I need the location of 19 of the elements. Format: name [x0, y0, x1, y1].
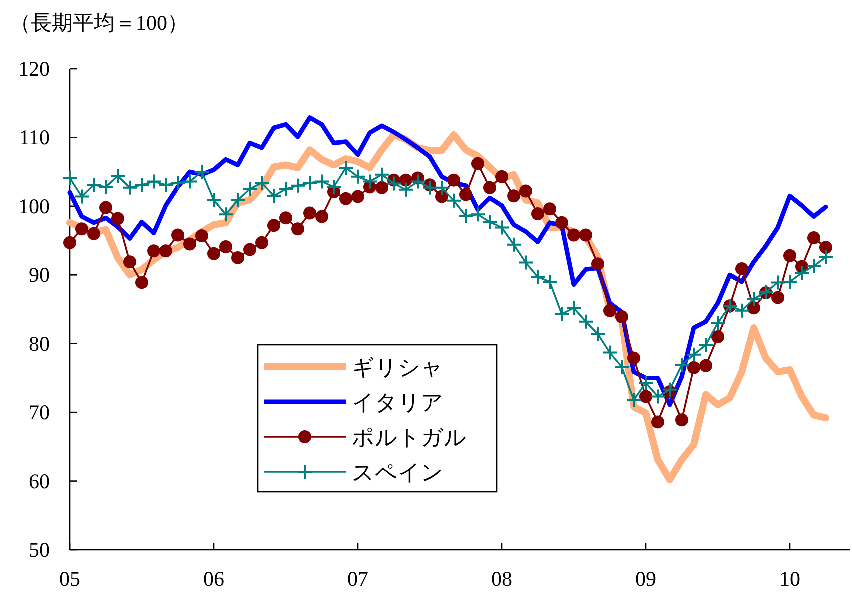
- x-tick-label: 10: [780, 567, 800, 591]
- y-tick-label: 90: [29, 263, 50, 288]
- legend-label: イタリア: [352, 390, 444, 415]
- legend-label: ポルトガル: [352, 425, 467, 450]
- legend-label: ギリシャ: [352, 355, 444, 380]
- y-tick-label: 100: [18, 194, 50, 218]
- y-tick-label: 110: [19, 126, 50, 150]
- y-tick-label: 50: [29, 538, 50, 562]
- x-tick-label: 06: [204, 567, 224, 591]
- x-tick-label: 05: [60, 567, 80, 591]
- x-tick-label: 08: [492, 567, 512, 591]
- y-tick-label: 80: [29, 332, 50, 356]
- y-tick-label: 120: [18, 57, 50, 81]
- y-tick-label: 60: [29, 469, 50, 494]
- x-tick-label: 09: [636, 567, 656, 591]
- x-tick-label: 07: [348, 567, 368, 591]
- y-axis-title: （長期平均＝100）: [10, 11, 188, 35]
- legend-label: スペイン: [352, 460, 444, 485]
- y-tick-label: 70: [29, 400, 50, 425]
